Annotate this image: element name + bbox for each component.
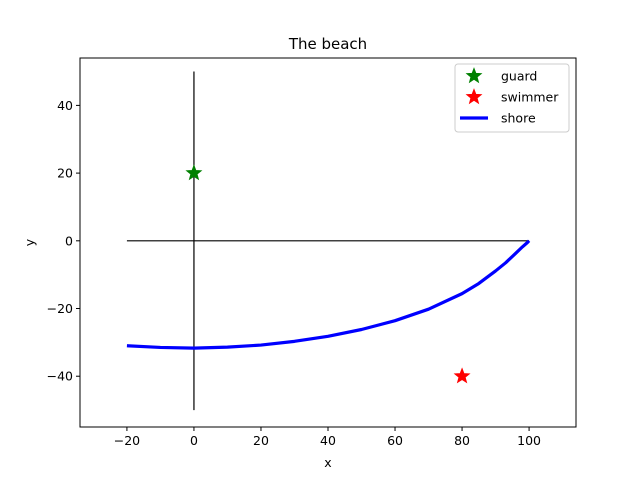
legend-label-swimmer: swimmer [501, 90, 559, 105]
marker-guard-star [185, 164, 203, 181]
x-axis-label: x [324, 455, 331, 470]
x-tick-label: 60 [387, 433, 403, 448]
chart-title: The beach [288, 35, 367, 53]
reference-lines [126, 71, 530, 411]
series-layer [126, 164, 531, 384]
y-tick-label: −20 [47, 301, 73, 316]
marker-swimmer-star [453, 367, 471, 384]
x-tick-label: 0 [190, 433, 198, 448]
x-tick-label: 80 [454, 433, 470, 448]
x-axis-ticks: −20 0 20 40 60 80 100 [114, 427, 541, 448]
x-tick-label: 40 [320, 433, 336, 448]
y-tick-label: 20 [57, 166, 73, 181]
y-tick-label: −40 [47, 369, 73, 384]
x-tick-label: 20 [253, 433, 269, 448]
legend-label-guard: guard [501, 69, 537, 84]
y-tick-label: 0 [65, 233, 73, 248]
x-tick-label: 100 [517, 433, 541, 448]
y-tick-label: 40 [57, 98, 73, 113]
legend-box [454, 63, 570, 133]
legend: guard swimmer shore [454, 63, 570, 133]
y-axis-label: y [22, 238, 37, 246]
x-tick-label: −20 [114, 433, 140, 448]
legend-label-shore: shore [501, 111, 536, 126]
series-line-shore [126, 239, 531, 350]
legend-swatch-swimmer [465, 88, 483, 105]
legend-swatch-guard [465, 67, 483, 84]
y-axis-ticks: −40 −20 0 20 40 [47, 98, 80, 384]
